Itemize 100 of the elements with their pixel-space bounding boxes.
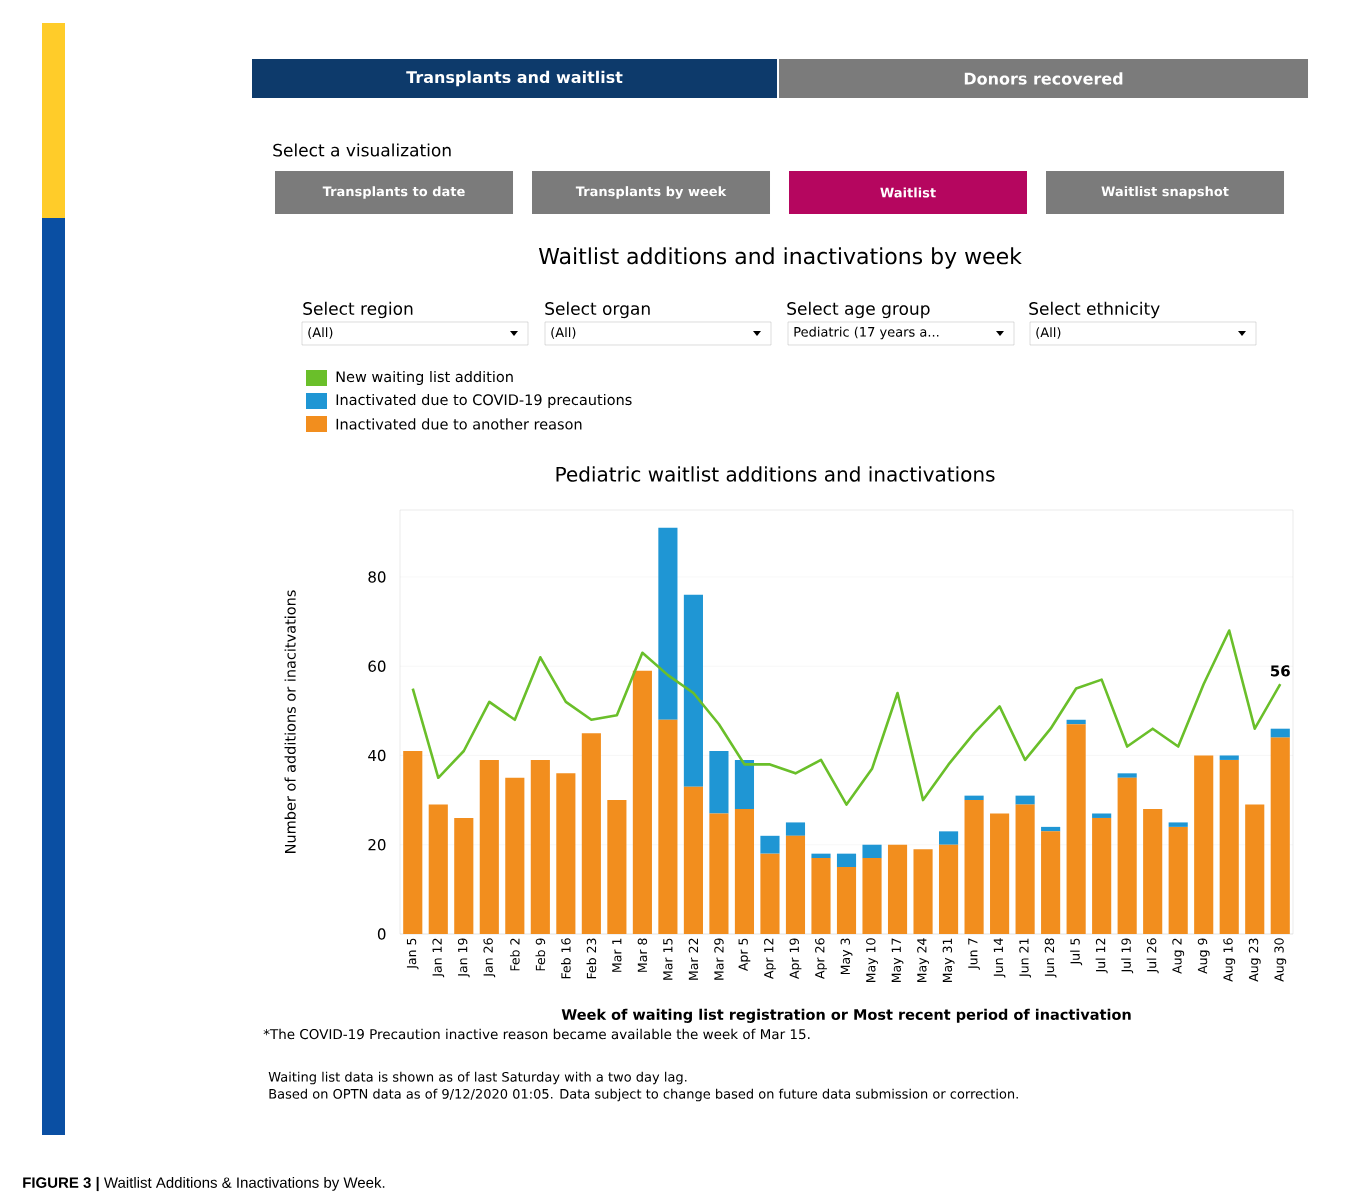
x-tick-label: Mar 22 bbox=[688, 938, 699, 980]
bar bbox=[990, 813, 1010, 934]
bar bbox=[1092, 813, 1112, 818]
x-tick-label: Mar 15 bbox=[663, 938, 673, 980]
text: Donors recovered bbox=[964, 72, 1123, 85]
bar bbox=[913, 849, 933, 934]
bar bbox=[428, 804, 448, 934]
text: *The COVID-19 Precaution inactive reason became available the week of Mar 15. bbox=[263, 1028, 810, 1040]
text: Pediatric (17 years a... bbox=[794, 326, 939, 340]
text: Transplants by week bbox=[575, 186, 727, 199]
bar bbox=[1066, 724, 1086, 934]
text: Select age group bbox=[787, 301, 930, 319]
x-tick-label: Jun 14 bbox=[993, 938, 1006, 978]
bar bbox=[1219, 755, 1239, 760]
text: (All) bbox=[551, 327, 576, 339]
bar bbox=[887, 844, 908, 934]
bar bbox=[964, 800, 984, 934]
bar bbox=[658, 527, 678, 720]
legend-label: Inactivated due to COVID-19 precautions bbox=[336, 393, 632, 408]
x-tick-label: Feb 9 bbox=[535, 938, 546, 971]
y-tick-label: 0 bbox=[377, 928, 386, 940]
bar bbox=[862, 858, 882, 934]
x-tick-label: Aug 30 bbox=[1274, 938, 1287, 982]
bar bbox=[1117, 777, 1137, 934]
x-tick-label: Aug 23 bbox=[1248, 938, 1261, 982]
text: Select region bbox=[303, 301, 413, 319]
x-tick-label: Jan 5 bbox=[406, 938, 419, 970]
bar bbox=[479, 759, 499, 934]
x-tick-label: Jul 5 bbox=[1070, 938, 1083, 966]
bar bbox=[1270, 737, 1290, 934]
text: Transplants and waitlist bbox=[406, 70, 623, 87]
bar bbox=[658, 719, 678, 934]
x-tick-label: Apr 26 bbox=[815, 938, 827, 979]
bar bbox=[505, 777, 525, 934]
bar bbox=[1168, 822, 1188, 827]
bar bbox=[709, 751, 729, 814]
x-tick-label: May 3 bbox=[840, 938, 853, 975]
x-tick-label: Apr 19 bbox=[789, 938, 802, 979]
bar bbox=[734, 759, 755, 810]
y-tick-label: 40 bbox=[368, 749, 386, 762]
x-tick-label: Feb 23 bbox=[586, 938, 597, 979]
x-tick-label: Jul 12 bbox=[1095, 938, 1108, 974]
bar bbox=[785, 822, 806, 836]
bar bbox=[607, 800, 627, 934]
x-tick-label: May 17 bbox=[891, 938, 904, 983]
y-tick-label: 60 bbox=[368, 660, 386, 672]
text: Select organ bbox=[545, 301, 650, 319]
text: Waitlist snapshot bbox=[1101, 186, 1229, 199]
x-tick-label: Jan 26 bbox=[483, 938, 496, 978]
bar bbox=[632, 670, 652, 934]
text: (All) bbox=[1036, 327, 1061, 339]
x-tick-label: Mar 1 bbox=[612, 938, 622, 972]
bar bbox=[530, 759, 550, 934]
x-tick-label: Mar 29 bbox=[714, 938, 724, 980]
x-tick-label: Jun 28 bbox=[1044, 938, 1057, 978]
text: Based on OPTN data as of 9/12/2020 01:05. Data subject to change based on future data submission or correction. bbox=[269, 1088, 1018, 1102]
bar bbox=[683, 786, 703, 934]
text: Transplants to date bbox=[322, 186, 465, 199]
bar bbox=[836, 867, 857, 934]
bar bbox=[1092, 817, 1112, 934]
x-tick-label: Jan 19 bbox=[457, 938, 470, 978]
x-tick-label: Feb 2 bbox=[509, 938, 520, 971]
bar bbox=[1143, 809, 1163, 934]
legend-label: Inactivated due to another reason bbox=[336, 418, 582, 430]
x-tick-label: Jan 12 bbox=[432, 938, 445, 978]
x-tick-label: Jul 19 bbox=[1121, 938, 1134, 974]
x-tick-label: May 31 bbox=[942, 938, 955, 983]
bar bbox=[581, 733, 601, 934]
bar bbox=[1219, 759, 1239, 934]
bar bbox=[811, 858, 831, 934]
bar bbox=[1015, 804, 1035, 934]
bar bbox=[811, 853, 831, 859]
text: Waitlist additions and inactivations by week bbox=[538, 247, 1022, 269]
bar bbox=[1015, 795, 1035, 805]
bar bbox=[760, 835, 780, 854]
x-tick-label: May 10 bbox=[866, 938, 878, 983]
chart-title: Pediatric waitlist additions and inactivations bbox=[556, 466, 995, 482]
bar bbox=[939, 831, 959, 845]
text: Waiting list data is shown as of last Saturday with a two day lag. bbox=[268, 1071, 687, 1085]
x-tick-label: Jul 26 bbox=[1146, 938, 1159, 974]
x-tick-label: Jun 21 bbox=[1019, 938, 1032, 978]
bar bbox=[836, 853, 857, 868]
x-tick-label: Aug 9 bbox=[1197, 938, 1210, 974]
x-tick-label: Aug 2 bbox=[1172, 938, 1185, 974]
bar bbox=[862, 844, 882, 859]
x-tick-label: Apr 5 bbox=[738, 938, 751, 971]
bar bbox=[1270, 728, 1290, 738]
bar bbox=[709, 813, 729, 934]
bar bbox=[760, 853, 780, 934]
x-tick-label: May 24 bbox=[917, 938, 929, 983]
x-axis-title: Week of waiting list registration or Most recent period of inactivation bbox=[561, 1008, 1131, 1023]
bar bbox=[1245, 804, 1265, 934]
y-tick-label: 80 bbox=[368, 571, 386, 583]
x-tick-label: Aug 16 bbox=[1223, 938, 1236, 982]
x-tick-label: Jun 7 bbox=[968, 938, 980, 970]
text: Waitlist bbox=[880, 187, 936, 198]
text: FIGURE 3 | Waitlist Additions & Inactivations by Week. bbox=[23, 1176, 385, 1192]
bar bbox=[1168, 826, 1188, 934]
bar bbox=[454, 817, 474, 934]
data-label: 56 bbox=[1270, 665, 1290, 677]
